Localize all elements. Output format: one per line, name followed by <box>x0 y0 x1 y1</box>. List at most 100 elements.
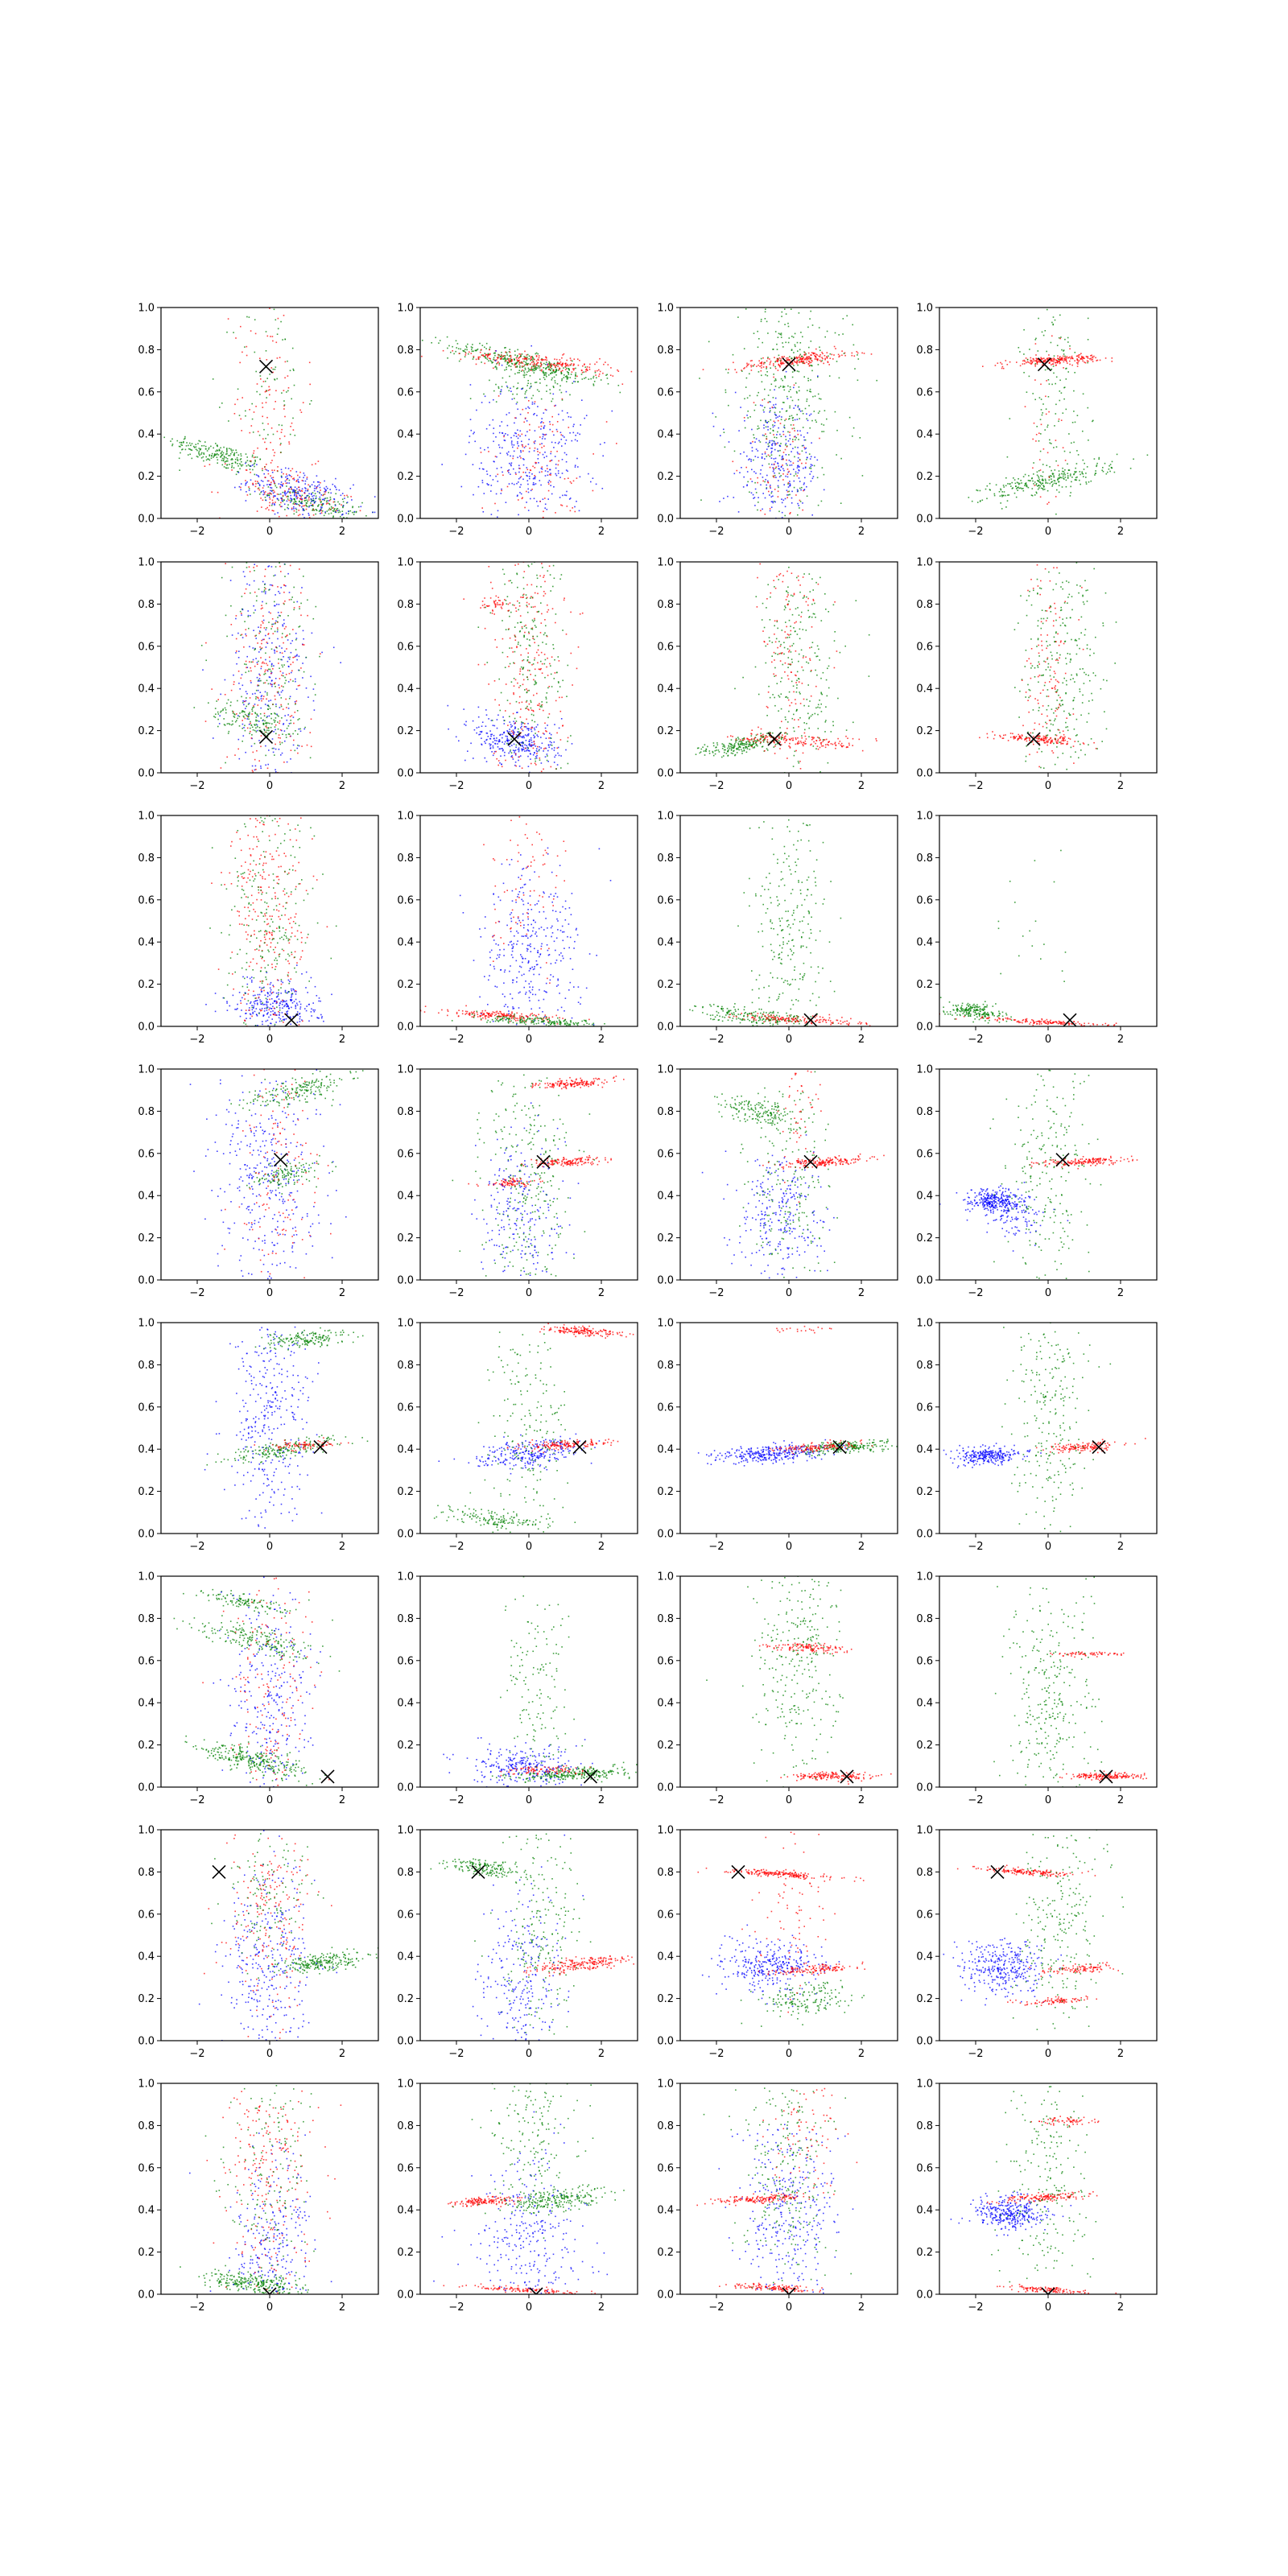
point <box>522 464 525 466</box>
point <box>228 420 229 422</box>
point <box>584 364 585 365</box>
point <box>283 499 285 502</box>
point <box>775 415 778 416</box>
point <box>252 431 254 433</box>
point <box>241 696 242 698</box>
point <box>773 363 774 365</box>
point <box>262 468 263 469</box>
point <box>271 625 273 628</box>
point <box>278 734 280 736</box>
point <box>1055 382 1056 385</box>
point <box>265 390 267 392</box>
point <box>786 473 789 475</box>
point <box>798 466 800 468</box>
point <box>263 493 266 495</box>
point <box>474 349 477 352</box>
point <box>791 451 792 452</box>
point <box>282 494 284 497</box>
point <box>320 509 321 511</box>
point <box>222 452 225 454</box>
point <box>769 466 771 469</box>
point <box>308 497 310 499</box>
point <box>782 433 785 436</box>
point <box>547 604 548 606</box>
point <box>298 655 300 658</box>
point <box>749 442 752 444</box>
point <box>1090 359 1092 361</box>
point <box>223 446 225 448</box>
point <box>502 432 503 434</box>
point <box>791 349 793 351</box>
point <box>493 734 495 737</box>
point <box>602 455 604 457</box>
point <box>753 434 754 436</box>
point <box>772 475 774 477</box>
point <box>292 661 294 663</box>
point <box>287 665 290 667</box>
point <box>514 422 515 424</box>
point <box>267 566 269 568</box>
point <box>1058 357 1060 360</box>
point <box>291 488 292 490</box>
point <box>474 440 476 443</box>
point <box>282 708 284 710</box>
point <box>514 726 516 728</box>
point <box>780 419 782 420</box>
point <box>514 750 516 752</box>
point <box>774 331 777 332</box>
point <box>256 714 258 716</box>
point <box>298 489 300 491</box>
point <box>564 369 567 370</box>
point <box>518 759 519 762</box>
point <box>821 467 824 469</box>
point <box>803 482 805 484</box>
point <box>291 476 292 477</box>
point <box>819 346 820 349</box>
point <box>236 456 238 459</box>
point <box>503 440 506 441</box>
point <box>260 698 262 700</box>
point <box>531 489 533 490</box>
point <box>803 362 806 365</box>
point <box>489 358 491 360</box>
point <box>1109 464 1112 465</box>
point <box>799 501 802 502</box>
point <box>523 372 526 374</box>
point <box>762 508 763 510</box>
point <box>245 629 247 630</box>
point <box>258 476 260 477</box>
point <box>528 476 530 477</box>
point <box>513 468 514 470</box>
point <box>267 634 269 635</box>
point <box>221 710 222 712</box>
point <box>526 490 527 493</box>
point <box>1113 471 1116 473</box>
point <box>1087 357 1089 359</box>
point <box>322 498 324 501</box>
point <box>496 719 498 720</box>
point <box>551 656 553 658</box>
point <box>558 369 560 370</box>
point <box>295 680 296 683</box>
point <box>299 514 301 516</box>
point <box>806 400 807 402</box>
point <box>509 462 510 464</box>
point <box>822 357 824 360</box>
point <box>559 359 561 361</box>
point <box>316 486 318 489</box>
point <box>258 700 260 701</box>
point <box>764 311 766 313</box>
point <box>870 353 873 355</box>
point <box>1071 364 1073 366</box>
point <box>222 460 225 462</box>
point <box>1064 338 1066 341</box>
point <box>512 393 514 395</box>
point <box>253 612 255 614</box>
point <box>286 635 287 637</box>
point <box>491 733 493 736</box>
point <box>273 649 275 651</box>
point <box>274 379 276 381</box>
point <box>848 416 851 419</box>
point <box>254 704 256 705</box>
point <box>487 354 489 356</box>
